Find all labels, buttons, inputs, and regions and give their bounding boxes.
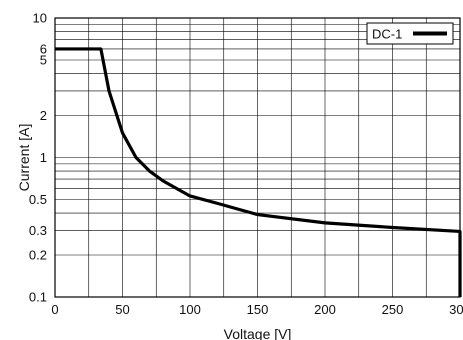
y-tick-label: 2	[40, 108, 47, 123]
legend-label: DC-1	[372, 27, 402, 42]
x-tick-label: 0	[51, 302, 58, 317]
x-tick-label: 300	[449, 302, 463, 317]
legend: DC-1	[366, 22, 454, 45]
series-line	[55, 47, 462, 297]
tick-labels: 0.10.20.30.5125610050100150200250300	[29, 11, 463, 318]
x-tick-label: 200	[314, 302, 336, 317]
legend-box	[366, 22, 454, 45]
major-grid	[88, 18, 427, 297]
y-axis-title: Current [A]	[16, 124, 32, 192]
y-tick-label: 0.1	[29, 290, 47, 305]
x-tick-label: 50	[115, 302, 129, 317]
y-tick-label: 0.5	[29, 192, 47, 207]
y-tick-label: 6	[40, 41, 47, 56]
x-tick-label: 250	[382, 302, 404, 317]
y-tick-label: 1	[40, 150, 47, 165]
x-axis-title: Voltage [V]	[224, 326, 292, 340]
x-tick-label: 100	[179, 302, 201, 317]
series-group	[55, 47, 462, 297]
y-tick-label: 5	[40, 52, 47, 67]
y-tick-label: 0.2	[29, 248, 47, 263]
x-tick-label: 150	[247, 302, 269, 317]
plot-frame	[54, 17, 461, 298]
y-tick-label: 10	[33, 11, 47, 26]
y-tick-label: 0.3	[29, 223, 47, 238]
